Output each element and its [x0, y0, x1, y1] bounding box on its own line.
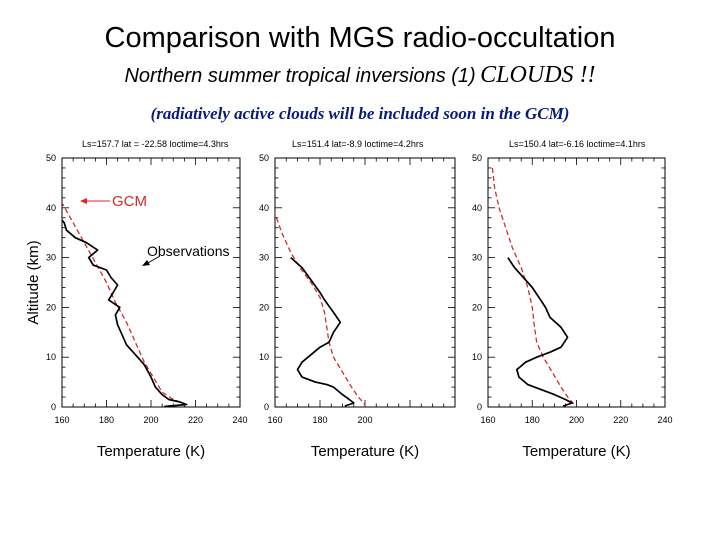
- xtick-label-3-200: 200: [569, 415, 584, 425]
- plot-header-3: Ls=150.4 lat=-6.16 loctime=4.1hrs: [509, 139, 646, 149]
- plot-frame-2: [274, 157, 456, 408]
- subtitle-main-text: Northern summer tropical inversions (1): [124, 65, 476, 87]
- series-gcm-line-3: [491, 167, 575, 406]
- gcm-arrow-head: [80, 198, 87, 204]
- ytick-label-3-30: 30: [472, 253, 482, 263]
- xtick-label-3-220: 220: [613, 415, 628, 425]
- ytick-label-1-0: 0: [51, 402, 56, 412]
- y-axis-label: Altitude (km): [25, 240, 42, 324]
- ytick-label-2-50: 50: [259, 153, 269, 163]
- ytick-label-2-20: 20: [259, 302, 269, 312]
- plot-header-2: Ls=151.4 lat=-8.9 loctime=4.2hrs: [292, 139, 424, 149]
- ytick-label-3-40: 40: [472, 203, 482, 213]
- series-gcm-line-1: [62, 201, 183, 405]
- series-observations-line-1: [62, 219, 188, 407]
- slide-subtitle: Northern summer tropical inversions (1) …: [0, 62, 720, 89]
- xtick-label-1-200: 200: [143, 415, 158, 425]
- series-gcm-line-2: [275, 211, 366, 406]
- slide-title: Comparison with MGS radio-occultation: [104, 22, 616, 54]
- xtick-label-3-160: 160: [480, 415, 495, 425]
- slide-note: (radiatively active clouds will be inclu…: [150, 104, 570, 123]
- series-observations-line-3: [507, 257, 573, 407]
- ytick-label-2-30: 30: [259, 253, 269, 263]
- observations-annotation: Observations: [147, 243, 229, 259]
- ytick-label-2-10: 10: [259, 352, 269, 362]
- xtick-label-1-160: 160: [54, 415, 69, 425]
- ytick-label-2-40: 40: [259, 203, 269, 213]
- xtick-label-1-220: 220: [188, 415, 203, 425]
- plot-frame-1: [61, 157, 241, 408]
- xtick-label-2-200: 200: [357, 415, 372, 425]
- ytick-label-1-10: 10: [46, 352, 56, 362]
- ytick-label-2-0: 0: [264, 402, 269, 412]
- xtick-label-1-240: 240: [232, 415, 247, 425]
- ytick-label-3-20: 20: [472, 302, 482, 312]
- xtick-label-1-180: 180: [99, 415, 114, 425]
- ytick-label-1-20: 20: [46, 302, 56, 312]
- x-axis-label-1: Temperature (K): [97, 443, 205, 460]
- plot-frame-3: [487, 157, 666, 408]
- x-axis-label-3: Temperature (K): [522, 443, 630, 460]
- plot-header-1: Ls=157.7 lat = -22.58 loctime=4.3hrs: [82, 139, 229, 149]
- ytick-label-3-50: 50: [472, 153, 482, 163]
- xtick-label-3-240: 240: [657, 415, 672, 425]
- xtick-label-3-180: 180: [525, 415, 540, 425]
- ytick-label-3-0: 0: [477, 402, 482, 412]
- x-axis-label-2: Temperature (K): [311, 443, 419, 460]
- ytick-label-1-40: 40: [46, 203, 56, 213]
- subtitle-clouds-text: CLOUDS !!: [480, 62, 596, 88]
- xtick-label-2-160: 160: [267, 415, 282, 425]
- observations-arrow-head: [142, 260, 150, 266]
- xtick-label-2-180: 180: [312, 415, 327, 425]
- gcm-annotation: GCM: [112, 193, 147, 210]
- ytick-label-1-30: 30: [46, 253, 56, 263]
- ytick-label-1-50: 50: [46, 153, 56, 163]
- series-observations-line-2: [290, 256, 355, 407]
- ytick-label-3-10: 10: [472, 352, 482, 362]
